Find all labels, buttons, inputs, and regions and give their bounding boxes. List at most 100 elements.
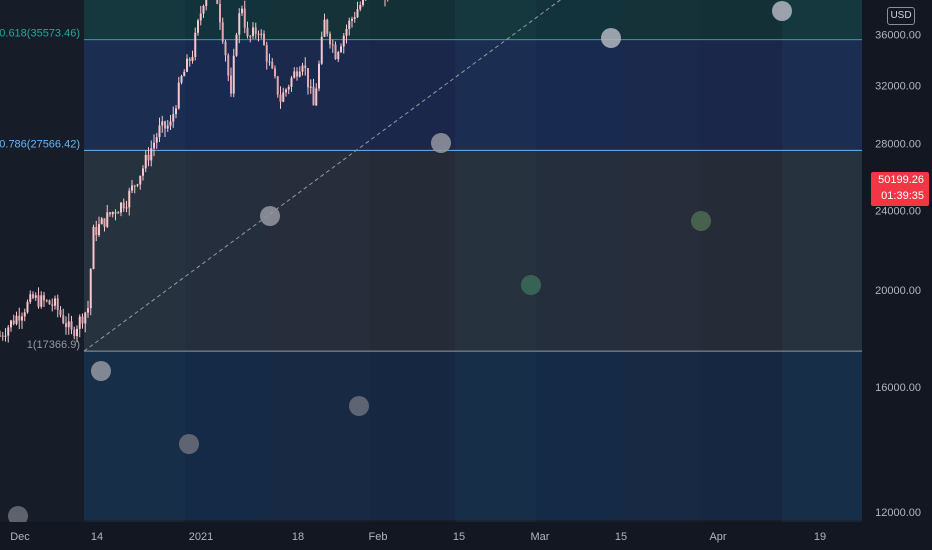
candle-body: [87, 308, 89, 313]
candle-body: [348, 20, 351, 30]
candle-body: [133, 185, 136, 187]
candle-body: [111, 211, 114, 215]
candle-body: [40, 295, 43, 307]
time-axis-bg[interactable]: [0, 522, 862, 550]
candle-body: [221, 22, 224, 42]
fib-level-label: 1(17366.9): [27, 339, 80, 351]
candle-body: [276, 76, 279, 95]
time-tick-label: Apr: [709, 531, 726, 543]
marker-circle[interactable]: [772, 1, 792, 21]
fib-zones: [84, 0, 862, 520]
candle-body: [353, 17, 356, 19]
currency-label[interactable]: USD: [887, 7, 915, 25]
time-tick-label: 15: [453, 531, 465, 543]
candle-body: [169, 121, 172, 126]
candle-body: [128, 190, 131, 208]
candle-body: [202, 5, 205, 14]
candle-body: [183, 71, 186, 77]
candle-body: [257, 33, 260, 35]
candle-body: [265, 44, 268, 62]
candle-body: [48, 300, 51, 305]
candle-body: [329, 33, 331, 45]
candle-body: [45, 300, 48, 302]
candle-body: [106, 212, 109, 227]
candle-body: [95, 226, 98, 236]
price-tick-label: 20000.00: [875, 285, 921, 297]
candle-body: [23, 312, 26, 317]
candle-body: [142, 168, 144, 176]
candle-body: [26, 301, 29, 313]
fib-trend-line[interactable]: [83, 0, 862, 352]
candle-body: [320, 36, 323, 64]
marker-circle[interactable]: [349, 396, 369, 416]
candle-body: [337, 52, 340, 60]
candle-body: [331, 44, 334, 46]
candle-body: [309, 86, 312, 88]
candle-body: [125, 207, 128, 209]
marker-circle[interactable]: [179, 434, 199, 454]
marker-circle[interactable]: [260, 206, 280, 226]
candle-body: [235, 34, 238, 56]
candle-body: [318, 63, 320, 89]
candle-body: [263, 33, 265, 45]
candle-body: [175, 108, 177, 115]
candle-body: [43, 295, 45, 301]
marker-circle[interactable]: [691, 211, 711, 231]
candle-body: [296, 71, 298, 77]
fib-lines: [84, 39, 862, 352]
candle-body: [230, 75, 232, 94]
price-tick-label: 24000.00: [875, 206, 921, 218]
candle-body: [252, 27, 254, 37]
candle-body: [243, 8, 246, 28]
price-tick-label: 16000.00: [875, 382, 921, 394]
candle-body: [249, 36, 252, 38]
time-tick-label: Feb: [369, 531, 388, 543]
marker-circle[interactable]: [521, 275, 541, 295]
candle-body: [131, 185, 133, 191]
time-tick-label: 15: [615, 531, 627, 543]
candle-body: [84, 312, 87, 324]
candle-body: [78, 316, 81, 329]
candle-body: [59, 309, 62, 316]
marker-circle[interactable]: [431, 133, 451, 153]
candle-body: [304, 65, 307, 68]
candle-body: [34, 295, 37, 298]
candle-body: [199, 13, 202, 21]
fib-level-label: 0.618(35573.46): [0, 28, 80, 40]
candle-body: [359, 4, 362, 10]
candle-body: [92, 226, 95, 270]
candle-body: [98, 224, 100, 236]
marker-circle[interactable]: [91, 361, 111, 381]
candle-body: [345, 29, 348, 36]
candle-body: [197, 20, 199, 33]
candle-series: [0, 0, 389, 343]
candle-body: [271, 61, 274, 69]
candle-body: [144, 154, 147, 169]
time-axis: Dec 14 2021 18 Feb 15 Mar 15 Apr 19: [0, 522, 862, 550]
candle-body: [241, 8, 243, 14]
price-axis-bg[interactable]: [862, 0, 932, 550]
candle-body: [205, 0, 208, 6]
price-axis: 12000.00 16000.00 20000.00 24000.00 28000.00…: [862, 0, 932, 550]
candle-body: [232, 55, 235, 94]
candle-body: [21, 316, 23, 321]
candle-body: [76, 328, 78, 337]
time-tick-label: Mar: [531, 531, 550, 543]
candle-body: [287, 86, 290, 90]
candle-body: [172, 114, 175, 122]
price-tick-label: 28000.00: [875, 139, 921, 151]
candle-body: [7, 327, 10, 336]
price-tick-label: 12000.00: [875, 507, 921, 519]
fib-zone: [84, 39, 862, 151]
candle-body: [260, 33, 263, 35]
marker-circle[interactable]: [601, 28, 621, 48]
candle-body: [254, 27, 257, 34]
background-column: [370, 0, 455, 522]
fib-zone: [84, 0, 862, 40]
marker-circle[interactable]: [8, 506, 28, 526]
candle-body: [298, 71, 301, 77]
last-price-value: 50199.26: [878, 174, 924, 186]
candle-body: [70, 321, 73, 330]
